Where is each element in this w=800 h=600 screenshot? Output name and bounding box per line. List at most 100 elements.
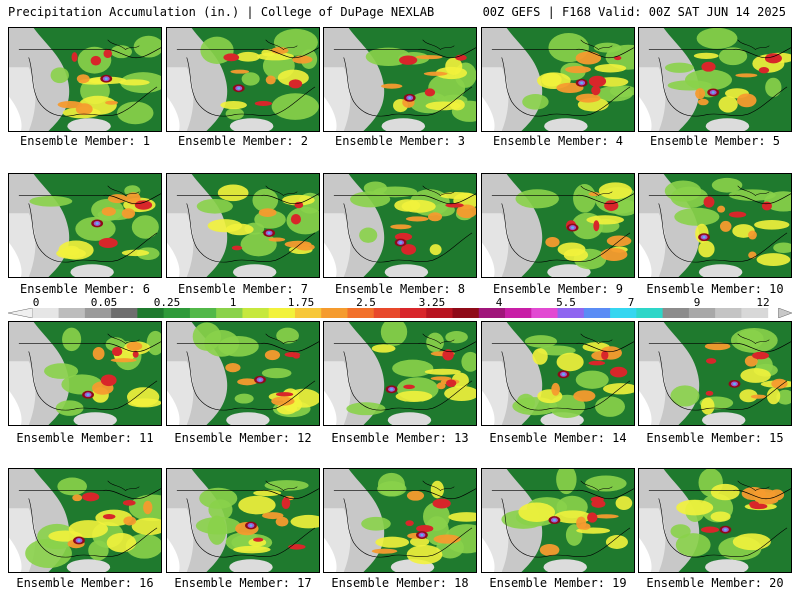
colorbar-swatch bbox=[216, 308, 243, 318]
colorbar-swatch bbox=[636, 308, 664, 318]
ensemble-map-panel bbox=[8, 468, 162, 573]
colorbar-tick-label: 0 bbox=[32, 296, 40, 309]
colorbar-tick-label: 9 bbox=[693, 296, 701, 309]
ensemble-member-label: Ensemble Member: 4 bbox=[492, 134, 624, 148]
colorbar-swatch bbox=[163, 308, 191, 318]
colorbar-tick-label: 0.05 bbox=[90, 296, 118, 309]
ensemble-map-panel bbox=[166, 173, 320, 278]
colorbar-swatch bbox=[373, 308, 401, 318]
ensemble-member-label: Ensemble Member: 19 bbox=[489, 576, 627, 590]
ensemble-member-label: Ensemble Member: 2 bbox=[177, 134, 309, 148]
colorbar-swatch bbox=[610, 308, 637, 318]
ensemble-member-label: Ensemble Member: 20 bbox=[646, 576, 784, 590]
precip-map bbox=[324, 28, 476, 131]
colorbar-swatch bbox=[662, 308, 690, 318]
ensemble-member-label: Ensemble Member: 8 bbox=[334, 282, 466, 296]
ensemble-map-panel bbox=[166, 321, 320, 426]
precip-map bbox=[639, 322, 791, 425]
colorbar-tick-label: 12 bbox=[756, 296, 770, 309]
colorbar-swatch bbox=[741, 308, 769, 318]
ensemble-member-label: Ensemble Member: 6 bbox=[19, 282, 151, 296]
ensemble-member-label: Ensemble Member: 11 bbox=[16, 431, 154, 445]
precip-map bbox=[167, 322, 319, 425]
ensemble-map-panel bbox=[638, 173, 792, 278]
colorbar-swatch bbox=[294, 308, 322, 318]
precip-map bbox=[639, 469, 791, 572]
colorbar-swatch bbox=[715, 308, 742, 318]
colorbar-swatch bbox=[557, 308, 585, 318]
colorbar-swatch bbox=[400, 308, 427, 318]
colorbar-swatch bbox=[32, 308, 60, 318]
ensemble-map-panel bbox=[323, 321, 477, 426]
ensemble-map-panel bbox=[638, 27, 792, 132]
ensemble-map-panel bbox=[638, 468, 792, 573]
precip-map bbox=[482, 28, 634, 131]
ensemble-member-label: Ensemble Member: 1 bbox=[19, 134, 151, 148]
colorbar-swatch bbox=[268, 308, 296, 318]
ensemble-member-label: Ensemble Member: 13 bbox=[331, 431, 469, 445]
ensemble-map-panel bbox=[8, 27, 162, 132]
ensemble-map-panel bbox=[481, 468, 635, 573]
ensemble-member-label: Ensemble Member: 7 bbox=[177, 282, 309, 296]
precip-map bbox=[482, 174, 634, 277]
ensemble-map-panel bbox=[481, 173, 635, 278]
colorbar-swatch bbox=[84, 308, 112, 318]
ensemble-map-panel bbox=[8, 321, 162, 426]
precip-map bbox=[639, 28, 791, 131]
colorbar-swatch bbox=[478, 308, 506, 318]
colorbar-swatch bbox=[426, 308, 454, 318]
ensemble-map-panel bbox=[481, 27, 635, 132]
colorbar-swatch bbox=[583, 308, 611, 318]
ensemble-map-panel bbox=[323, 27, 477, 132]
colorbar-swatch bbox=[688, 308, 716, 318]
ensemble-member-label: Ensemble Member: 18 bbox=[331, 576, 469, 590]
ensemble-map-panel bbox=[481, 321, 635, 426]
ensemble-member-label: Ensemble Member: 16 bbox=[16, 576, 154, 590]
title-right: 00Z GEFS | F168 Valid: 00Z SAT JUN 14 20… bbox=[482, 5, 786, 19]
ensemble-member-label: Ensemble Member: 10 bbox=[646, 282, 784, 296]
precip-map bbox=[482, 469, 634, 572]
ensemble-map-panel bbox=[638, 321, 792, 426]
colorbar-swatch bbox=[111, 308, 138, 318]
precip-map bbox=[9, 28, 161, 131]
ensemble-member-label: Ensemble Member: 12 bbox=[174, 431, 312, 445]
colorbar-arrow-right bbox=[778, 308, 792, 318]
precip-map bbox=[639, 174, 791, 277]
colorbar bbox=[8, 308, 792, 318]
precip-map bbox=[324, 469, 476, 572]
colorbar-swatch bbox=[531, 308, 559, 318]
colorbar-swatch bbox=[242, 308, 270, 318]
colorbar-tick-label: 1.75 bbox=[287, 296, 315, 309]
colorbar-tick-label: 3.25 bbox=[418, 296, 446, 309]
ensemble-member-label: Ensemble Member: 5 bbox=[649, 134, 781, 148]
ensemble-member-label: Ensemble Member: 14 bbox=[489, 431, 627, 445]
precip-map bbox=[167, 174, 319, 277]
precip-map bbox=[324, 174, 476, 277]
title-left: Precipitation Accumulation (in.) | Colle… bbox=[8, 5, 435, 19]
colorbar-arrow-left bbox=[8, 308, 33, 318]
colorbar-swatch bbox=[347, 308, 375, 318]
colorbar-tick-label: 4 bbox=[495, 296, 503, 309]
colorbar-tick-label: 5.5 bbox=[556, 296, 576, 309]
precip-map bbox=[167, 28, 319, 131]
colorbar-tick-label: 7 bbox=[627, 296, 635, 309]
colorbar-swatch bbox=[321, 308, 348, 318]
colorbar-swatch bbox=[58, 308, 86, 318]
precip-map bbox=[9, 469, 161, 572]
colorbar-swatch bbox=[189, 308, 217, 318]
ensemble-map-panel bbox=[323, 173, 477, 278]
ensemble-member-label: Ensemble Member: 17 bbox=[174, 576, 312, 590]
colorbar-swatch bbox=[137, 308, 165, 318]
precip-map bbox=[324, 322, 476, 425]
ensemble-map-panel bbox=[166, 27, 320, 132]
colorbar-tick-label: 0.25 bbox=[153, 296, 181, 309]
ensemble-map-panel bbox=[8, 173, 162, 278]
precip-map bbox=[9, 322, 161, 425]
colorbar-tick-label: 1 bbox=[229, 296, 237, 309]
ensemble-map-panel bbox=[323, 468, 477, 573]
ensemble-member-label: Ensemble Member: 9 bbox=[492, 282, 624, 296]
colorbar-tick-label: 2.5 bbox=[356, 296, 376, 309]
precip-map bbox=[482, 322, 634, 425]
precip-map bbox=[9, 174, 161, 277]
precip-map bbox=[167, 469, 319, 572]
